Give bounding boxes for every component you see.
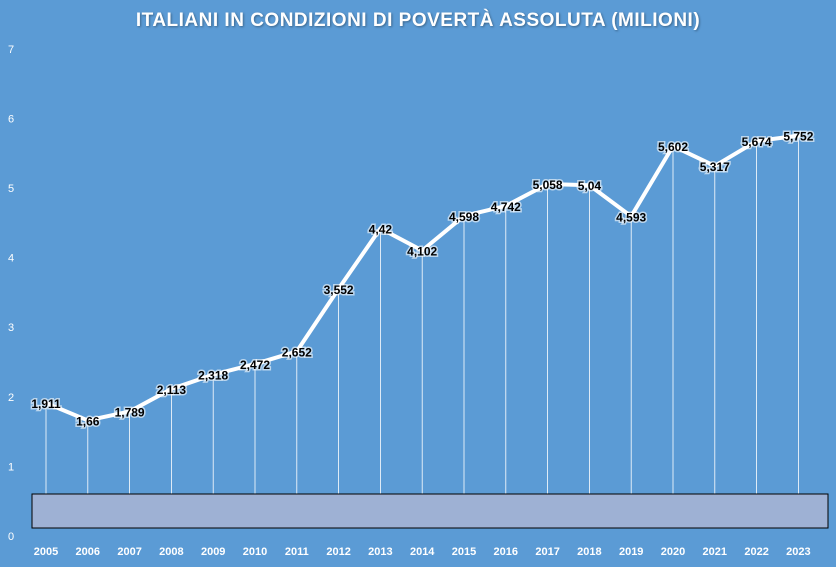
- y-tick-label: 2: [8, 392, 14, 404]
- data-label: 5,317: [700, 160, 730, 174]
- data-label: 2,113: [157, 383, 187, 397]
- data-label: 1,911: [31, 397, 61, 411]
- x-axis: 2005 2006 2007 2008 2009 2010 2011 2012 2013 2014…: [34, 546, 811, 558]
- data-label: 4,593: [616, 210, 646, 224]
- series: [44, 133, 801, 423]
- data-label: 5,04: [578, 179, 602, 193]
- x-tick-label: 2013: [368, 546, 392, 558]
- data-label: 4,42: [369, 222, 393, 236]
- data-label: 2,652: [282, 345, 312, 359]
- data-label: 4,598: [449, 210, 479, 224]
- series-line: [44, 133, 801, 423]
- data-label: 4,102: [407, 245, 437, 259]
- drop-lines: [45, 135, 799, 494]
- x-tick-label: 2010: [243, 546, 267, 558]
- x-tick-label: 2017: [535, 546, 559, 558]
- y-tick-label: 1: [8, 461, 14, 473]
- data-label: 4,742: [491, 200, 521, 214]
- x-tick-label: 2009: [201, 546, 225, 558]
- data-label: 3,552: [324, 283, 354, 297]
- x-tick-label: 2006: [76, 546, 100, 558]
- overlay-box: [31, 493, 829, 529]
- y-tick-label: 6: [8, 113, 14, 125]
- data-label: 2,318: [198, 369, 228, 383]
- data-label: 1,789: [115, 405, 145, 419]
- x-tick-label: 2007: [117, 546, 141, 558]
- data-label: 5,674: [742, 135, 772, 149]
- data-label: 2,472: [240, 358, 270, 372]
- y-axis: 0 1 2 3 4 5 6 7: [8, 44, 14, 543]
- data-label: 5,752: [783, 130, 813, 144]
- data-label: 5,602: [658, 140, 688, 154]
- data-label: 5,058: [533, 178, 563, 192]
- x-tick-label: 2020: [661, 546, 685, 558]
- y-tick-label: 3: [8, 322, 14, 334]
- x-tick-label: 2019: [619, 546, 643, 558]
- x-tick-label: 2023: [786, 546, 810, 558]
- x-tick-label: 2022: [744, 546, 768, 558]
- x-tick-label: 2018: [577, 546, 601, 558]
- x-tick-label: 2008: [159, 546, 183, 558]
- x-tick-label: 2014: [410, 546, 435, 558]
- y-tick-label: 7: [8, 44, 14, 56]
- chart-title: ITALIANI IN CONDIZIONI DI POVERTÀ ASSOLU…: [135, 10, 701, 31]
- data-label: 1,66: [76, 414, 100, 428]
- y-tick-label: 4: [8, 253, 14, 265]
- x-tick-label: 2016: [494, 546, 518, 558]
- y-tick-label: 5: [8, 183, 14, 195]
- x-tick-label: 2015: [452, 546, 476, 558]
- x-tick-label: 2012: [326, 546, 350, 558]
- data-labels: 1,911 1,66 1,789 2,113 2,318 2,472 2,652 3,552 4…: [30, 128, 815, 430]
- x-tick-label: 2005: [34, 546, 58, 558]
- y-tick-label: 0: [8, 531, 14, 543]
- x-tick-label: 2021: [703, 546, 727, 558]
- x-tick-label: 2011: [285, 546, 309, 558]
